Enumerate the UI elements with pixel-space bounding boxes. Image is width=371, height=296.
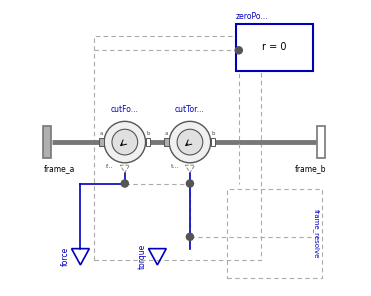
Text: torque: torque <box>138 244 147 269</box>
Text: frame_a: frame_a <box>43 164 75 173</box>
Circle shape <box>235 47 242 54</box>
Text: frame_b: frame_b <box>295 164 326 173</box>
Text: cutFo...: cutFo... <box>111 105 139 114</box>
Bar <box>99 138 104 146</box>
Bar <box>236 24 313 71</box>
Text: zeroPo...: zeroPo... <box>236 12 268 21</box>
Text: f...: f... <box>106 164 113 169</box>
Bar <box>94 36 261 260</box>
Circle shape <box>121 180 128 187</box>
Text: frame_resolve: frame_resolve <box>312 209 319 258</box>
Bar <box>227 189 322 278</box>
Text: force: force <box>61 247 70 266</box>
Bar <box>211 138 216 146</box>
Text: cutTor...: cutTor... <box>175 105 205 114</box>
Bar <box>164 138 169 146</box>
Circle shape <box>186 180 194 187</box>
Bar <box>317 126 325 158</box>
Text: t...: t... <box>171 164 179 169</box>
Text: b: b <box>211 131 215 136</box>
Text: a: a <box>100 131 103 136</box>
Circle shape <box>104 121 145 163</box>
Text: b: b <box>146 131 150 136</box>
Circle shape <box>169 121 211 163</box>
Text: r = 0: r = 0 <box>262 42 286 52</box>
Bar <box>145 138 150 146</box>
Bar <box>43 126 51 158</box>
Circle shape <box>177 129 203 155</box>
Circle shape <box>112 129 138 155</box>
Circle shape <box>186 233 194 240</box>
Text: a: a <box>165 131 168 136</box>
